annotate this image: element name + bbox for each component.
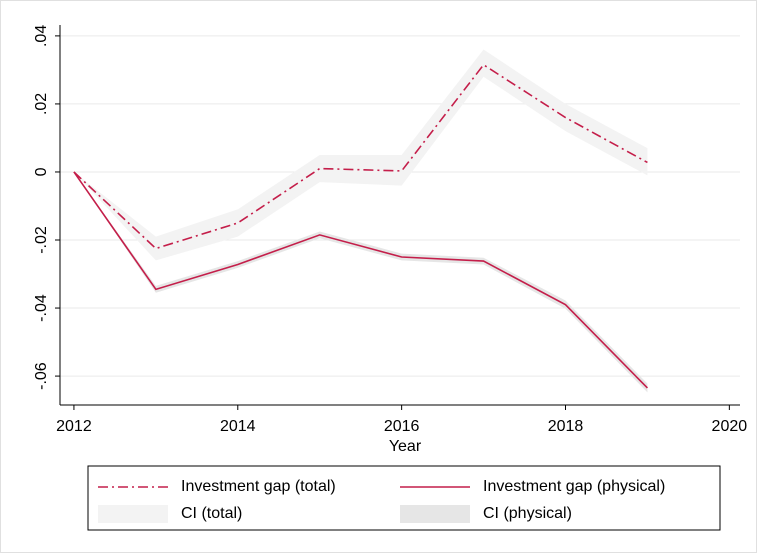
y-tick-label: -.06 bbox=[33, 362, 50, 390]
x-axis-title: Year bbox=[389, 438, 422, 455]
legend-label: CI (physical) bbox=[483, 505, 572, 522]
legend-label: CI (total) bbox=[181, 505, 242, 522]
y-tick-label: .02 bbox=[33, 93, 50, 115]
legend-swatch bbox=[98, 505, 168, 523]
y-tick-label: 0 bbox=[33, 167, 50, 176]
x-tick-label: 2014 bbox=[220, 418, 256, 435]
series-line bbox=[73, 63, 648, 250]
y-tick-label: -.04 bbox=[33, 294, 50, 322]
y-tick-label: -.02 bbox=[33, 226, 50, 254]
x-tick-label: 2016 bbox=[384, 418, 420, 435]
legend-label: Investment gap (physical) bbox=[483, 478, 665, 495]
x-tick-label: 2018 bbox=[548, 418, 584, 435]
series-line bbox=[73, 171, 648, 389]
ci-band bbox=[73, 49, 648, 261]
ci-band bbox=[73, 171, 648, 393]
legend-label: Investment gap (total) bbox=[181, 478, 336, 495]
x-tick-label: 2020 bbox=[712, 418, 748, 435]
legend-swatch bbox=[400, 505, 470, 523]
x-tick-label: 2012 bbox=[56, 418, 92, 435]
y-tick-label: .04 bbox=[33, 25, 50, 47]
